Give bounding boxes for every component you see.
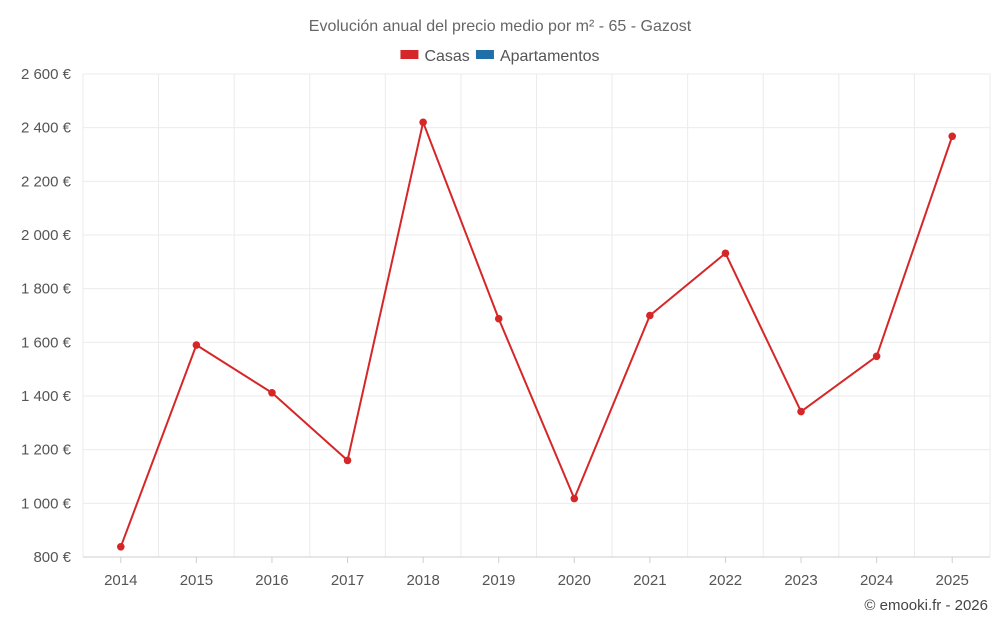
legend: Casas Apartamentos xyxy=(400,48,600,65)
x-tick-label: 2019 xyxy=(482,572,515,589)
data-point[interactable] xyxy=(268,388,276,397)
x-tick-label: 2023 xyxy=(784,572,817,589)
data-point[interactable] xyxy=(872,352,881,361)
data-point[interactable] xyxy=(343,456,352,465)
x-tick-label: 2024 xyxy=(860,572,893,589)
y-tick-label: 2 600 € xyxy=(21,66,72,83)
legend-swatch-casas[interactable] xyxy=(400,50,419,59)
series-line-casas xyxy=(119,121,954,548)
series-group xyxy=(116,118,957,551)
x-tick-label: 2020 xyxy=(558,572,591,589)
data-point[interactable] xyxy=(570,494,579,503)
data-point[interactable] xyxy=(419,118,427,127)
x-tick-label: 2015 xyxy=(180,572,213,589)
x-tick-label: 2021 xyxy=(633,572,666,589)
x-axis-labels: 2014 2015 2016 2017 2018 2019 2020 2021 2022 2023… xyxy=(104,557,969,589)
y-tick-label: 1 000 € xyxy=(21,495,72,512)
legend-label-casas[interactable]: Casas xyxy=(424,48,469,65)
y-axis-labels: 800 € 1 000 € 1 200 € 1 400 € 1 600 € 1 800 €… xyxy=(21,66,72,566)
x-tick-label: 2025 xyxy=(936,572,969,589)
data-point[interactable] xyxy=(192,341,201,349)
data-point[interactable] xyxy=(646,311,654,320)
grid-vertical xyxy=(82,74,991,557)
y-tick-label: 2 000 € xyxy=(21,227,72,244)
x-tick-label: 2018 xyxy=(406,572,439,589)
chart-title: Evolución anual del precio medio por m² … xyxy=(309,18,692,35)
legend-swatch-apartamentos[interactable] xyxy=(475,50,494,59)
data-point[interactable] xyxy=(948,132,957,141)
x-tick-label: 2017 xyxy=(331,572,364,589)
y-tick-label: 2 200 € xyxy=(21,173,72,190)
y-tick-label: 800 € xyxy=(33,549,71,566)
data-point[interactable] xyxy=(116,543,125,551)
y-tick-label: 1 800 € xyxy=(21,281,72,298)
y-tick-label: 1 600 € xyxy=(21,334,72,351)
x-tick-label: 2014 xyxy=(104,572,137,589)
data-point[interactable] xyxy=(494,314,503,323)
data-point[interactable] xyxy=(721,249,730,258)
x-tick-label: 2022 xyxy=(709,572,742,589)
credit-text: © emooki.fr - 2026 xyxy=(864,597,988,614)
x-tick-label: 2016 xyxy=(255,572,288,589)
y-tick-label: 2 400 € xyxy=(21,120,72,137)
data-point[interactable] xyxy=(797,407,805,416)
y-tick-label: 1 400 € xyxy=(21,388,72,405)
legend-label-apartamentos[interactable]: Apartamentos xyxy=(500,48,600,65)
y-tick-label: 1 200 € xyxy=(21,442,72,459)
